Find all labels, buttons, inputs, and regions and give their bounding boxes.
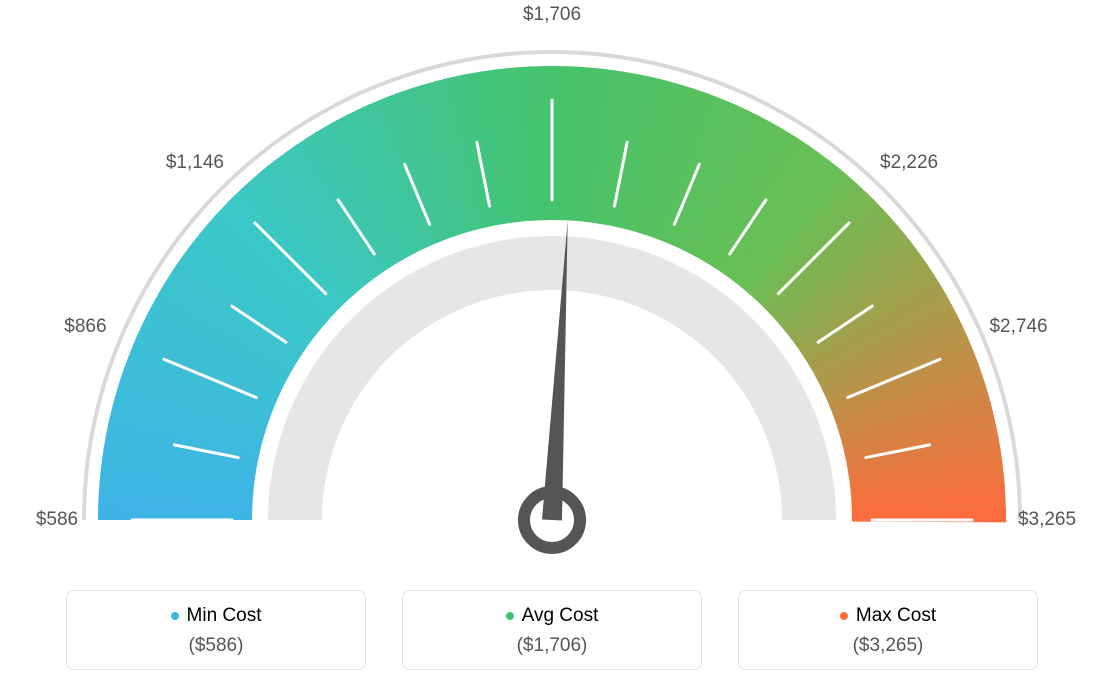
legend-row: Min Cost ($586) Avg Cost ($1,706) Max Co… [0,590,1104,670]
gauge-tick-label: $866 [64,316,106,338]
gauge-tick-label: $2,226 [880,152,938,174]
legend-dot-avg [506,612,514,620]
legend-label-max: Max Cost [856,605,936,627]
gauge-tick-label: $586 [36,509,78,531]
gauge-svg [0,0,1104,580]
legend-card-max: Max Cost ($3,265) [738,590,1038,670]
legend-title-avg: Avg Cost [506,605,599,627]
gauge-tick-label: $1,706 [523,4,581,26]
legend-label-avg: Avg Cost [522,605,599,627]
gauge-tick-label: $1,146 [166,152,224,174]
cost-gauge: $586 $866 $1,146 $1,706 $2,226 $2,746 $3,265 [0,0,1104,580]
legend-card-avg: Avg Cost ($1,706) [402,590,702,670]
gauge-tick-label: $3,265 [1018,509,1076,531]
legend-value-avg: ($1,706) [413,635,691,657]
legend-value-min: ($586) [77,635,355,657]
legend-dot-max [840,612,848,620]
legend-title-max: Max Cost [840,605,936,627]
legend-card-min: Min Cost ($586) [66,590,366,670]
legend-dot-min [171,612,179,620]
legend-title-min: Min Cost [171,605,262,627]
gauge-tick-label: $2,746 [989,316,1047,338]
legend-label-min: Min Cost [187,605,262,627]
legend-value-max: ($3,265) [749,635,1027,657]
